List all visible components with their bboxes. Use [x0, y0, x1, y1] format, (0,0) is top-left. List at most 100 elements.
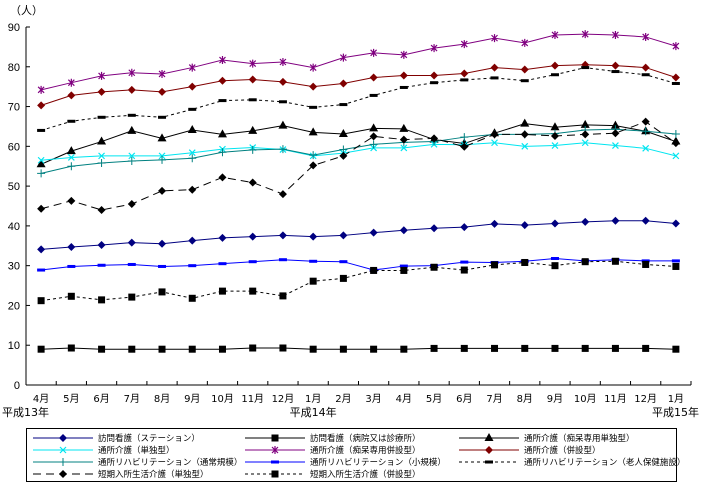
legend-swatch: [459, 460, 519, 464]
data-point: [641, 216, 650, 225]
data-point: [67, 154, 75, 161]
data-point: [581, 344, 589, 352]
legend-item: 通所介護（併設型）: [457, 444, 601, 456]
data-point: [127, 113, 136, 117]
data-point: [491, 261, 499, 269]
x-tick-label: 9月: [547, 393, 563, 405]
data-point: [400, 144, 408, 152]
y-tick-label: 0: [14, 380, 20, 392]
data-point: [551, 142, 559, 149]
data-point: [309, 345, 317, 353]
legend-label: 短期入所生活介護（単独型）: [98, 470, 209, 480]
x-tick-label: 6月: [456, 393, 472, 405]
data-point: [399, 226, 408, 235]
data-point: [551, 262, 559, 270]
data-point: [551, 344, 559, 352]
data-point: [520, 65, 529, 74]
y-axis: 0 10 20 30 40 50 60 70 80 90: [8, 22, 30, 392]
data-point: [339, 53, 347, 62]
data-point: [430, 224, 439, 233]
legend-swatch: [33, 446, 93, 454]
x-tick-label: 9月: [184, 393, 200, 405]
data-point: [248, 75, 257, 84]
data-point: [67, 162, 76, 171]
legend-swatch: [245, 470, 305, 478]
legend-marker: [271, 460, 279, 464]
x-tick-label: 5月: [426, 393, 442, 405]
data-point: [610, 120, 620, 129]
data-point: [339, 103, 348, 107]
data-point: [671, 130, 680, 139]
data-point: [187, 125, 197, 134]
data-point: [641, 63, 650, 72]
x-tick-label: 12月: [272, 393, 295, 405]
data-point: [400, 345, 408, 353]
series-line: [40, 128, 676, 174]
data-point: [612, 30, 619, 39]
legend-marker: [484, 433, 494, 441]
data-point: [490, 76, 499, 80]
legend-item: 訪問看護（ステーション）: [31, 432, 200, 444]
data-point: [188, 185, 197, 194]
data-point: [430, 81, 439, 85]
data-point: [460, 78, 469, 82]
data-point: [551, 30, 559, 39]
legend-swatch: [245, 460, 305, 464]
data-point: [158, 186, 167, 195]
data-point: [248, 260, 257, 264]
y-tick-label: 50: [8, 181, 20, 193]
legend: 訪問看護（ステーション） 訪問看護（病院又は診療所） 通所介護（痴呆専用単独型） 通所…: [26, 428, 685, 482]
data-point: [399, 85, 408, 89]
y-tick-label: 70: [8, 102, 20, 114]
data-point: [158, 115, 167, 119]
data-point: [218, 287, 226, 295]
x-tick-label: 11月: [604, 393, 627, 405]
data-point: [460, 266, 468, 274]
data-point: [611, 70, 620, 74]
legend-swatch: [245, 434, 305, 442]
legend-marker: [59, 434, 67, 442]
x-tick-label: 10月: [211, 393, 234, 405]
data-point: [218, 262, 227, 266]
data-point: [309, 151, 318, 160]
data-point: [37, 268, 46, 272]
x-tick-label: 5月: [63, 393, 79, 405]
data-point: [278, 77, 287, 86]
data-point: [672, 262, 680, 270]
legend-swatch: [245, 446, 305, 454]
data-point: [611, 216, 620, 225]
data-point: [279, 292, 287, 300]
data-point: [128, 345, 136, 353]
legend-label: 訪問看護（病院又は診療所）: [310, 434, 421, 444]
legend-item: 短期入所生活介護（併設型）: [243, 468, 421, 480]
data-point: [672, 42, 680, 51]
legend-item: 訪問看護（病院又は診療所）: [243, 432, 421, 444]
data-point: [460, 69, 469, 78]
data-point: [97, 240, 106, 249]
data-point: [158, 155, 167, 164]
data-point: [97, 115, 106, 119]
data-point: [611, 344, 619, 352]
x-tick-label: 6月: [93, 393, 109, 405]
legend-item: 通所リハビリテーション（通常規模）: [31, 456, 242, 468]
era-label: 平成15年: [652, 405, 699, 419]
data-point: [278, 231, 287, 240]
data-point: [550, 131, 559, 140]
data-point: [97, 159, 106, 168]
data-point: [339, 151, 348, 160]
data-point: [642, 260, 650, 268]
y-tick-label: 20: [8, 300, 20, 312]
data-point: [550, 219, 559, 228]
data-point: [36, 159, 46, 168]
series-10: [37, 257, 680, 305]
data-point: [37, 169, 46, 178]
data-point: [581, 30, 589, 39]
data-point: [98, 152, 105, 160]
data-point: [188, 345, 196, 353]
data-point: [37, 156, 45, 164]
series-9: [37, 117, 680, 214]
series-line: [40, 123, 677, 165]
y-tick-label: 90: [8, 22, 20, 34]
x-tick-label: 12月: [634, 393, 657, 405]
data-point: [37, 204, 46, 213]
